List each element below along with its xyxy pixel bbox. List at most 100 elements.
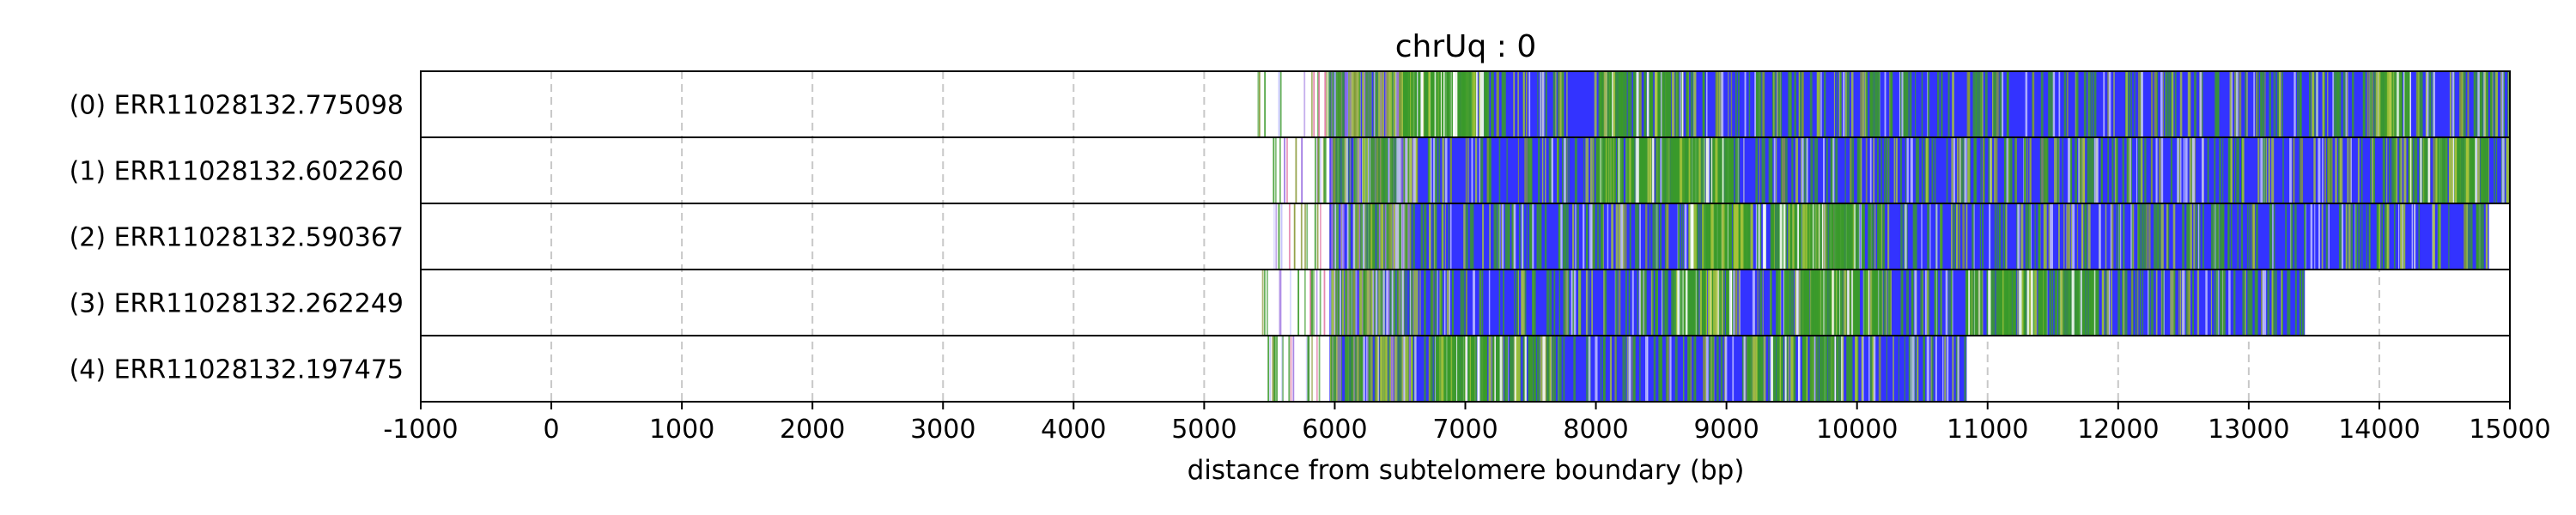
variant-stripe: [1965, 203, 1968, 270]
variant-stripe: [1996, 71, 1999, 137]
variant-stripe: [1609, 137, 1612, 203]
variant-stripe: [1549, 336, 1552, 402]
variant-stripe: [1384, 137, 1388, 203]
variant-stripe: [2107, 71, 2110, 137]
variant-stripe: [1910, 336, 1912, 402]
variant-stripe: [2427, 71, 2429, 137]
variant-stripe: [2358, 203, 2360, 270]
variant-stripe: [1342, 203, 1345, 270]
variant-stripe: [1668, 71, 1670, 137]
variant-stripe: [2032, 71, 2035, 137]
variant-stripe: [1664, 270, 1667, 336]
variant-stripe: [1360, 336, 1364, 402]
variant-stripe: [1869, 270, 1873, 336]
variant-stripe: [2090, 137, 2093, 203]
variant-stripe: [1406, 270, 1407, 336]
variant-stripe: [1931, 336, 1934, 402]
sparse-stripe: [1305, 336, 1308, 402]
variant-stripe: [1760, 336, 1764, 402]
variant-stripe: [2031, 270, 2033, 336]
variant-stripe: [1390, 137, 1394, 203]
variant-stripe: [1481, 270, 1484, 336]
variant-stripe: [2001, 270, 2003, 336]
variant-stripe: [1728, 137, 1732, 203]
variant-stripe: [1540, 336, 1543, 402]
variant-stripe: [2058, 137, 2060, 203]
variant-stripe: [1473, 336, 1475, 402]
variant-stripe: [1391, 336, 1393, 402]
variant-stripe: [1537, 203, 1540, 270]
variant-stripe: [1652, 203, 1655, 270]
variant-stripe: [2215, 270, 2219, 336]
variant-stripe: [1952, 336, 1954, 402]
variant-stripe: [1461, 71, 1465, 137]
variant-stripe: [1513, 71, 1516, 137]
variant-stripe: [1352, 270, 1354, 336]
variant-stripe: [1863, 270, 1867, 336]
variant-stripe: [1354, 203, 1358, 270]
variant-stripe: [1909, 71, 1912, 137]
variant-stripe: [1539, 203, 1542, 270]
variant-stripe: [1545, 137, 1546, 203]
variant-stripe: [2386, 203, 2390, 270]
variant-stripe: [2131, 270, 2133, 336]
variant-stripe: [2214, 137, 2216, 203]
variant-stripe: [1463, 71, 1467, 137]
variant-stripe: [1424, 336, 1426, 402]
variant-stripe: [1564, 270, 1568, 336]
variant-stripe: [1895, 137, 1898, 203]
variant-stripe: [1639, 203, 1641, 270]
variant-stripe: [1344, 137, 1347, 203]
variant-stripe: [1728, 203, 1730, 270]
variant-stripe: [2366, 203, 2367, 270]
variant-stripe: [1475, 71, 1478, 137]
variant-stripe: [2012, 270, 2015, 336]
variant-stripe: [2430, 71, 2432, 137]
variant-stripe: [1986, 71, 1988, 137]
variant-stripe: [1811, 203, 1813, 270]
variant-stripe: [1662, 71, 1664, 137]
variant-stripe: [1552, 336, 1554, 402]
variant-stripe: [1842, 270, 1844, 336]
variant-stripe: [1762, 71, 1765, 137]
variant-stripe: [1528, 71, 1531, 137]
variant-stripe: [1869, 203, 1871, 270]
variant-stripe: [1880, 270, 1883, 336]
variant-stripe: [1625, 203, 1627, 270]
variant-stripe: [1387, 71, 1390, 137]
variant-stripe: [1988, 270, 1991, 336]
variant-stripe: [1669, 336, 1672, 402]
variant-stripe: [1955, 336, 1958, 402]
variant-stripe: [1522, 71, 1525, 137]
variant-stripe: [1769, 137, 1773, 203]
variant-stripe: [2211, 203, 2214, 270]
variant-stripe: [2117, 270, 2121, 336]
variant-stripe: [1917, 336, 1919, 402]
variant-stripe: [2345, 203, 2348, 270]
x-tick-label: -1000: [383, 415, 458, 445]
variant-stripe: [2231, 71, 2233, 137]
variant-stripe: [1629, 137, 1631, 203]
variant-stripe: [1716, 336, 1719, 402]
variant-stripe: [2486, 71, 2488, 137]
variant-stripe: [1974, 71, 1978, 137]
variant-stripe: [2049, 270, 2051, 336]
variant-stripe: [1604, 270, 1607, 336]
sparse-stripe: [1274, 137, 1277, 203]
variant-stripe: [1747, 203, 1750, 270]
variant-stripe: [1472, 336, 1473, 402]
sparse-stripe: [1318, 336, 1321, 402]
variant-stripe: [1596, 203, 1600, 270]
variant-stripe: [1878, 336, 1881, 402]
variant-stripe: [1503, 270, 1505, 336]
variant-stripe: [1733, 270, 1735, 336]
variant-stripe: [1783, 137, 1786, 203]
variant-stripe: [1940, 203, 1943, 270]
variant-stripe: [2165, 71, 2168, 137]
variant-stripe: [1339, 71, 1341, 137]
variant-stripe: [2075, 270, 2077, 336]
variant-stripe: [2474, 71, 2476, 137]
variant-stripe: [1709, 336, 1711, 402]
variant-stripe: [1609, 336, 1613, 402]
variant-stripe: [1625, 270, 1627, 336]
